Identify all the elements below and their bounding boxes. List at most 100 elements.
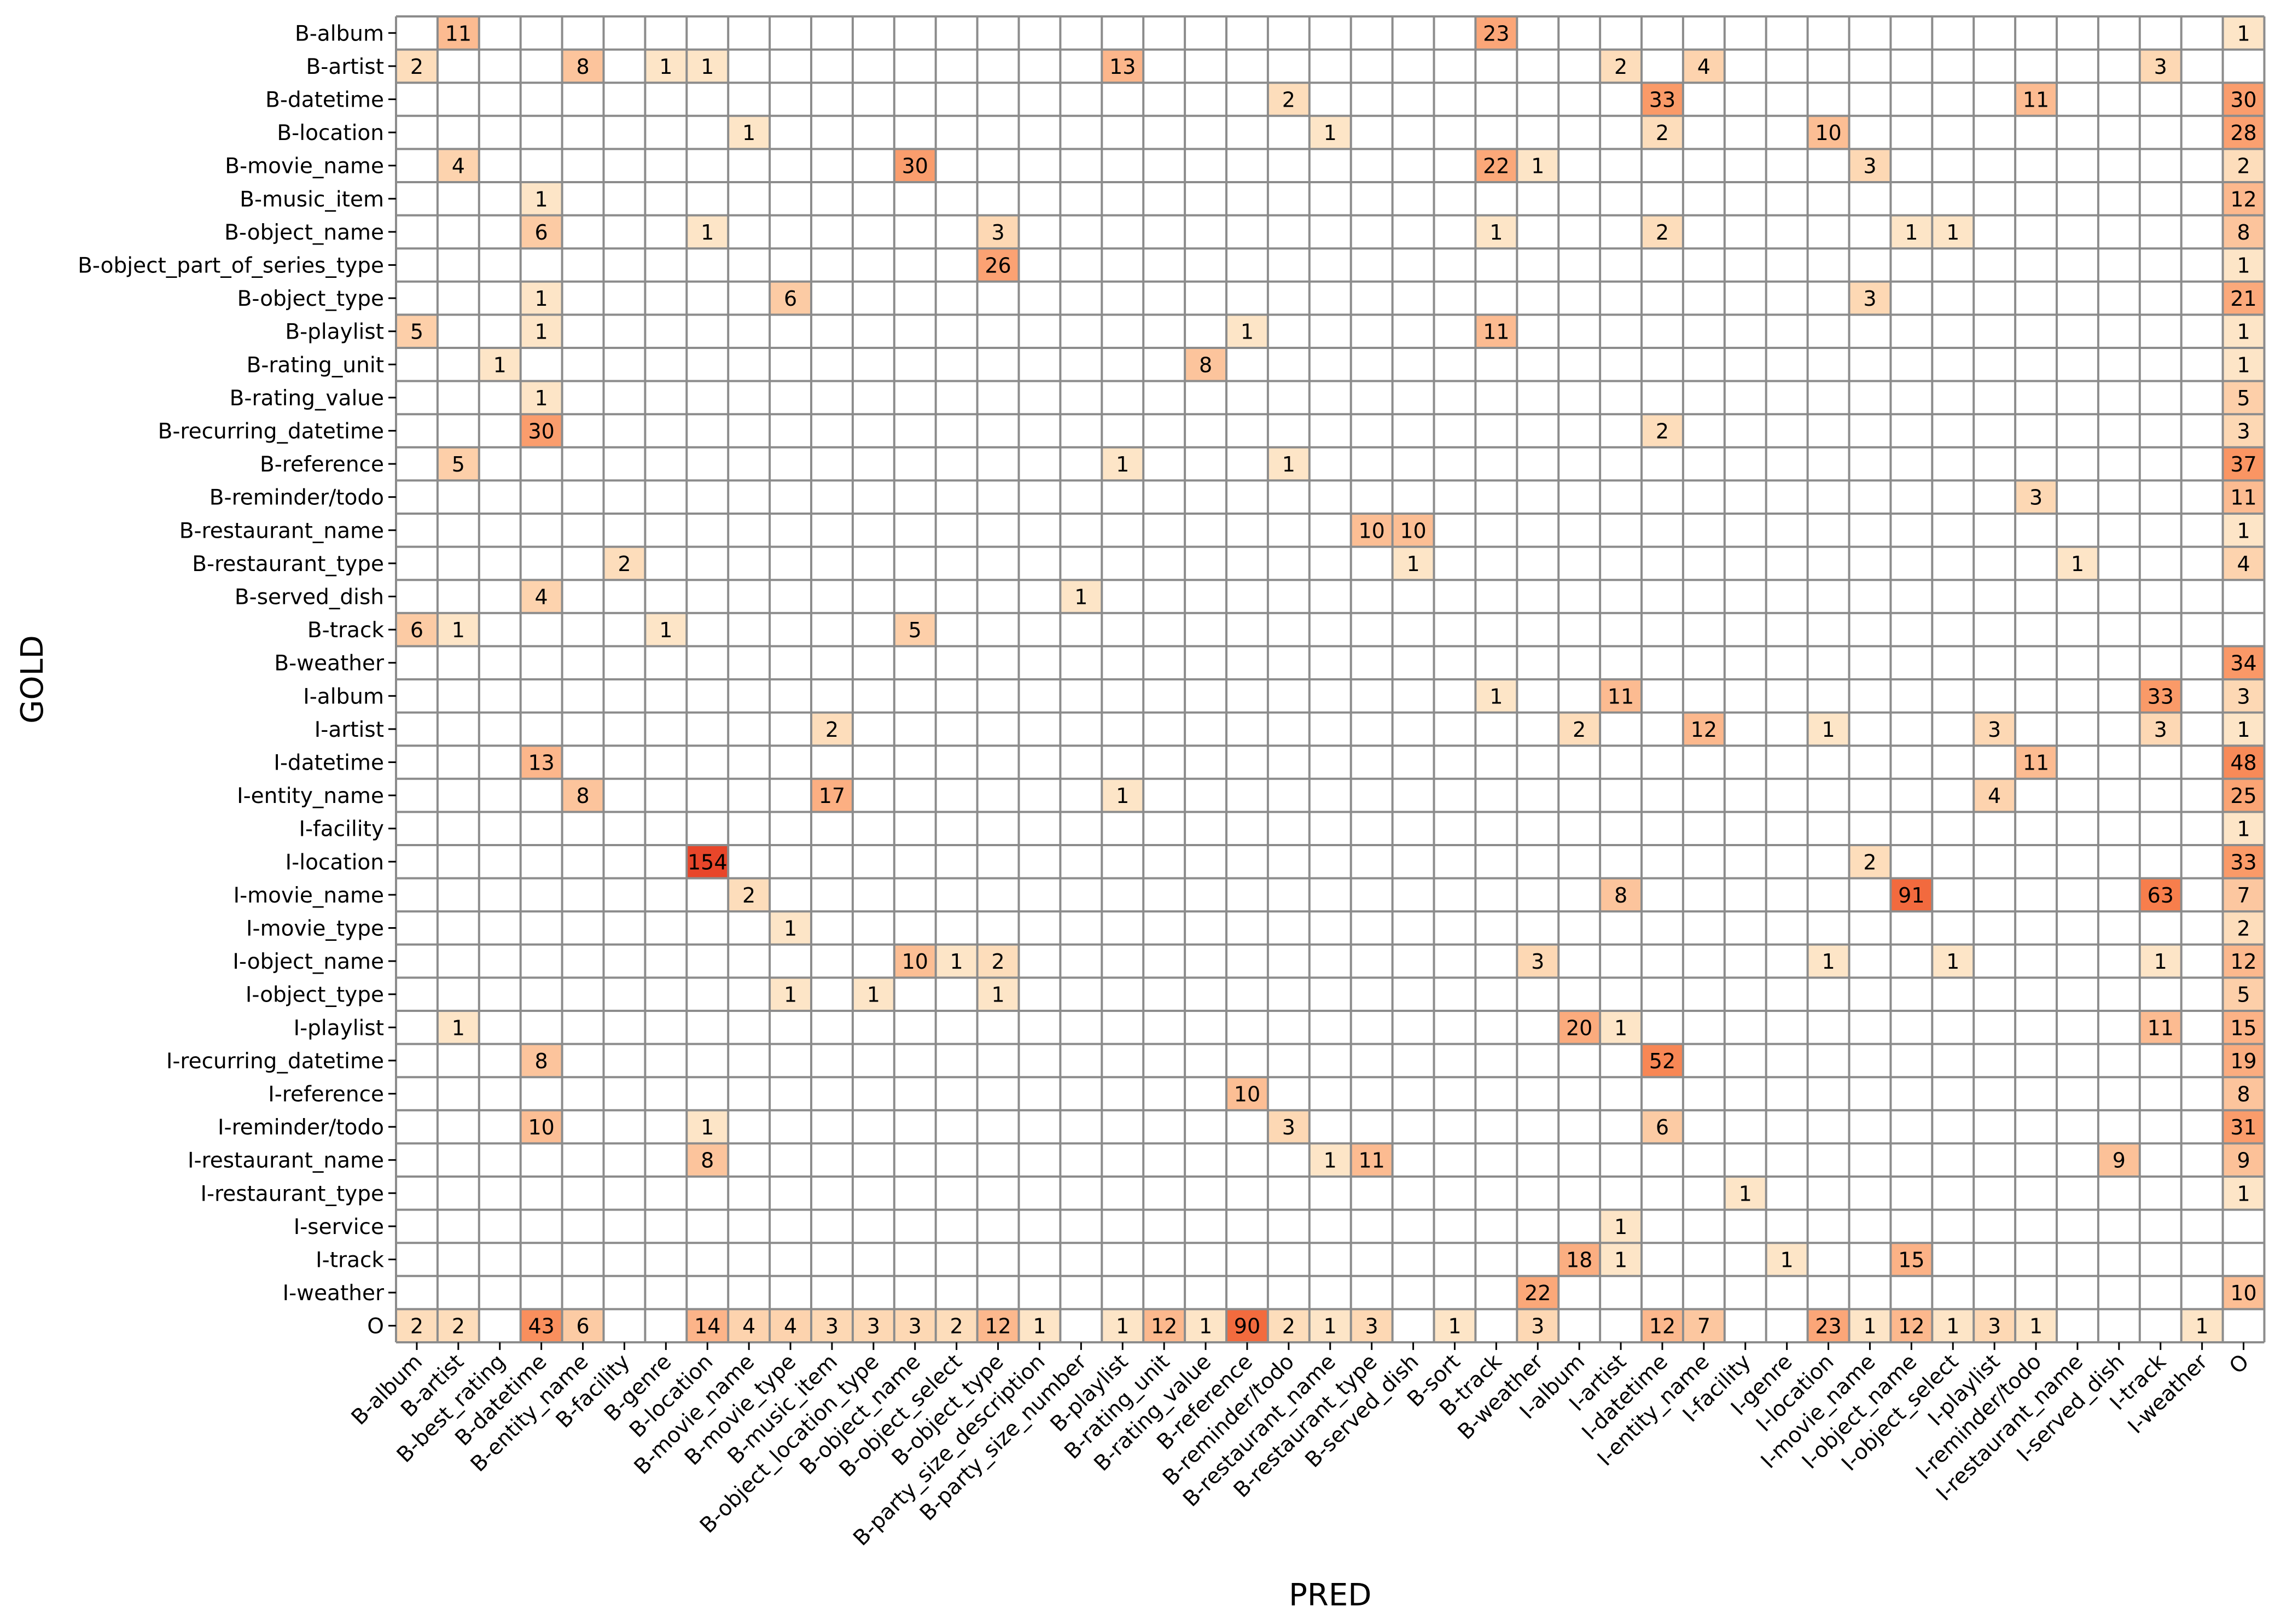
y-tick-label: O [367,1314,384,1339]
cell-value-label: 5 [452,452,465,476]
cell-value-label: 8 [1199,353,1212,377]
cell-value-label: 33 [2230,850,2256,874]
cell-value-label: 1 [1822,718,1835,742]
cell-value-label: 43 [528,1314,554,1338]
cell-value-label: 1 [991,983,1004,1007]
heatmap-cell [1226,1309,1268,1342]
cell-value-label: 11 [1483,320,1509,344]
y-tick-label: I-object_name [232,950,384,974]
heatmap-cell [1642,414,1683,447]
cell-value-label: 1 [2237,353,2250,377]
cell-value-label: 1 [1531,154,1544,178]
cell-value-label: 4 [1988,784,2001,808]
heatmap-cell [2181,1309,2223,1342]
cell-value-label: 2 [1614,55,1627,79]
cell-value-label: 10 [1358,519,1384,543]
cell-value-label: 1 [1614,1215,1627,1239]
cell-value-label: 1 [1489,684,1503,708]
cell-value-label: 12 [1898,1314,1924,1338]
heatmap-cell [2222,1077,2265,1110]
heatmap-cell [1683,49,1725,83]
heatmap-cell [2015,746,2057,779]
heatmap-cell [1807,944,1849,978]
heatmap-cell [1392,546,1434,580]
heatmap-cell [811,712,853,746]
cell-value-label: 6 [784,287,797,311]
cell-value-label: 90 [1234,1314,1260,1338]
cell-value-label: 2 [1282,1314,1295,1338]
y-axis-tick-labels: B-album B-artist B-datetime B-location B-mov… [78,21,396,1339]
heatmap-cell [1185,348,1226,381]
cell-value-label: 1 [1241,320,1254,344]
heatmap-cell [562,49,604,83]
cell-value-label: 1 [1116,1314,1129,1338]
cell-value-label: 3 [1531,950,1544,974]
y-tick-label: I-reference [268,1082,384,1107]
cell-value-label: 5 [2237,983,2250,1007]
heatmap-cell [2222,215,2265,249]
cell-value-label: 2 [742,883,755,907]
cell-value-label: 3 [909,1314,922,1338]
heatmap-cell [1392,514,1434,547]
heatmap-cell [1558,1243,1601,1276]
heatmap-cell [2222,911,2265,945]
heatmap-cell [1642,215,1683,249]
heatmap-cell [1309,1309,1351,1342]
y-tick-label: B-track [307,618,384,643]
heatmap-cell [1267,1110,1310,1144]
heatmap-cell [479,348,521,381]
heatmap-cell [1143,1309,1185,1342]
cell-value-label: 3 [1863,154,1876,178]
heatmap-cell [1600,679,1642,713]
cell-value-label: 1 [1116,784,1129,808]
heatmap-cell [686,1143,729,1177]
cell-value-label: 1 [2237,21,2250,45]
cell-value-label: 31 [2230,1115,2256,1139]
heatmap-cell [686,1110,729,1144]
cell-value-label: 11 [445,21,472,45]
heatmap-cell [1226,1077,1268,1110]
heatmap-cell [686,215,729,249]
heatmap-cell [1267,1309,1310,1342]
heatmap-cell-labels: 11 23 12 8 1 1 13 2 4 32 33 11 301 1 2 10 284 30 22 1 3 21 126… [410,21,2257,1338]
heatmap-cell [520,580,562,613]
heatmap-cell [437,149,479,182]
cell-value-label: 48 [2230,751,2256,775]
heatmap-cell [852,1309,894,1342]
y-axis-title: GOLD [15,635,50,724]
y-tick-label: I-restaurant_name [188,1149,384,1173]
heatmap-cell [1642,1044,1683,1078]
cell-value-label: 37 [2230,452,2256,476]
heatmap-cell [2222,248,2265,282]
cell-value-label: 1 [1406,552,1419,576]
cell-value-label: 8 [576,55,589,79]
heatmap-cell [2222,115,2265,149]
heatmap-cell [2222,1110,2265,1144]
heatmap-cell [562,778,604,812]
cell-value-label: 7 [1697,1314,1710,1338]
cell-value-label: 21 [2230,287,2256,311]
cell-value-label: 1 [1033,1314,1046,1338]
heatmap-cell [1517,149,1559,182]
heatmap-cell [2222,746,2265,779]
heatmap-cell [2222,977,2265,1011]
heatmap-cell [686,49,729,83]
cell-value-label: 2 [1863,850,1876,874]
cell-value-label: 26 [985,254,1011,278]
heatmap-cell [1475,315,1517,348]
heatmap-cell [2222,1011,2265,1044]
heatmap-cell [1102,1309,1144,1342]
cell-value-label: 4 [535,585,548,609]
cell-value-label: 1 [2237,817,2250,841]
heatmap-cell [2139,712,2181,746]
heatmap-cell [1642,83,1683,116]
heatmap-cell [2015,1309,2057,1342]
cell-value-label: 1 [2237,320,2250,344]
heatmap-cell [1683,1309,1725,1342]
heatmap-cell [2222,348,2265,381]
heatmap-cell [1766,1243,1808,1276]
heatmap-cell [520,281,562,315]
cell-value-label: 23 [1483,21,1509,45]
heatmap-grid [395,15,2266,1343]
heatmap-cell [2222,1177,2265,1210]
